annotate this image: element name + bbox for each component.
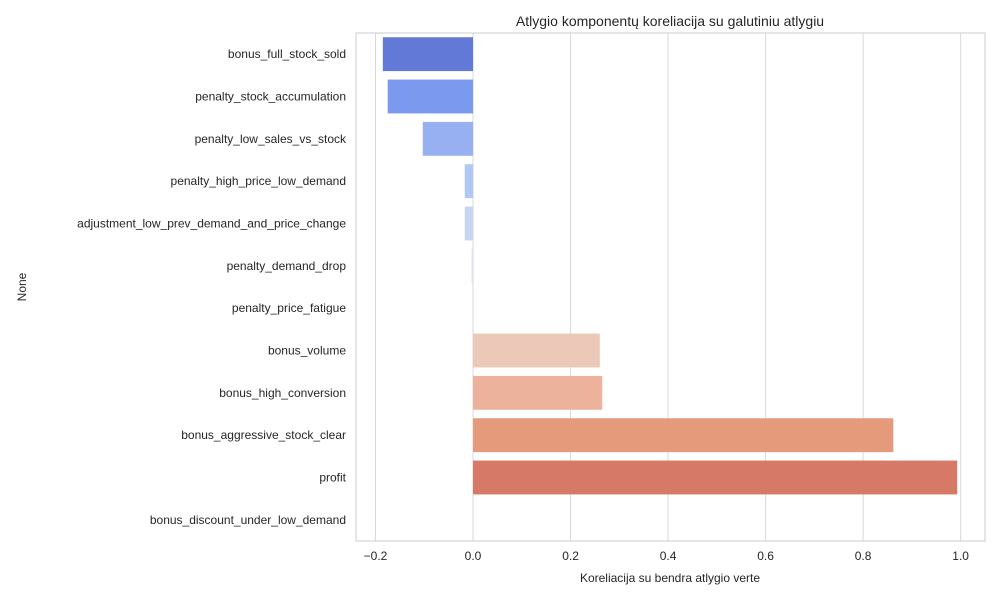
x-tick-label: 0.4	[660, 549, 677, 563]
x-tick-label: 1.0	[952, 549, 969, 563]
bar	[473, 418, 894, 453]
bar	[473, 333, 600, 368]
y-tick-label: penalty_low_sales_vs_stock	[195, 132, 347, 146]
plot-frame	[355, 32, 986, 542]
chart-title: Atlygio komponentų koreliacija su galuti…	[516, 13, 824, 29]
x-tick-labels: −0.2 0.0 0.2 0.4 0.6 0.8 1.0	[364, 549, 970, 563]
bars	[382, 37, 958, 495]
gridlines	[375, 33, 962, 541]
bar	[464, 206, 474, 241]
y-tick-label: bonus_high_conversion	[219, 386, 346, 400]
x-tick-label: 0.0	[465, 549, 482, 563]
bar	[473, 375, 603, 410]
y-tick-label: bonus_discount_under_low_demand	[150, 513, 346, 527]
bar	[387, 79, 474, 114]
y-tick-label: penalty_price_fatigue	[232, 301, 346, 315]
y-tick-label: penalty_stock_accumulation	[195, 90, 346, 104]
y-tick-label: bonus_full_stock_sold	[228, 47, 346, 61]
y-tick-label: adjustment_low_prev_demand_and_price_cha…	[77, 217, 346, 231]
x-tick-label: −0.2	[364, 549, 388, 563]
y-tick-label: bonus_volume	[268, 344, 346, 358]
x-tick-label: 0.8	[855, 549, 872, 563]
bar	[473, 460, 958, 495]
bar	[382, 37, 474, 72]
bar	[471, 248, 474, 283]
bar	[464, 164, 474, 199]
y-tick-labels: bonus_full_stock_sold penalty_stock_accum…	[77, 47, 347, 527]
y-tick-label: penalty_high_price_low_demand	[171, 174, 346, 188]
y-tick-label: penalty_demand_drop	[227, 259, 347, 273]
x-tick-label: 0.2	[562, 549, 579, 563]
y-tick-label: bonus_aggressive_stock_clear	[181, 428, 346, 442]
y-axis-label: None	[15, 272, 29, 301]
bar	[422, 121, 474, 156]
x-axis-label: Koreliacija su bendra atlygio verte	[580, 571, 760, 585]
y-tick-label: profit	[319, 471, 346, 485]
x-tick-label: 0.6	[757, 549, 774, 563]
